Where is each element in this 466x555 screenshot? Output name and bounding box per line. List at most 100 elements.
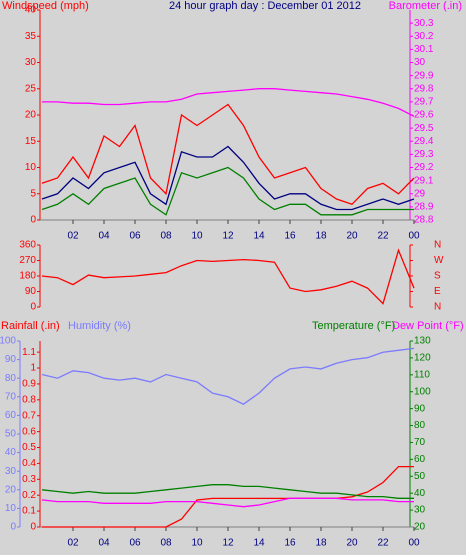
data-line (41, 145, 415, 211)
temperature-label: Temperature (°F) (312, 320, 395, 332)
x-tick-label: 08 (160, 231, 172, 242)
y-tick-label: 1.1 (22, 347, 36, 358)
y-tick-label: 0.9 (22, 379, 36, 390)
y-tick-label: 25 (25, 83, 37, 94)
x-tick-label: 14 (253, 231, 265, 242)
y-tick-label: 1 (30, 363, 36, 374)
x-tick-label: 16 (284, 231, 296, 242)
y-tick-label: 29.1 (414, 175, 434, 186)
y-tick-label: 100 (414, 386, 431, 397)
y-tick-label: 70 (5, 391, 17, 402)
y-tick-label: 29.5 (414, 123, 434, 134)
rainfall-label: Rainfall (.in) (1, 320, 60, 332)
y-tick-label: 0 (10, 522, 16, 533)
y-tick-label: 0.5 (22, 442, 36, 453)
x-tick-label: 22 (377, 538, 389, 549)
x-tick-label: 18 (315, 231, 327, 242)
y-tick-label: 0.1 (22, 506, 36, 517)
y-tick-label: 30 (414, 57, 426, 68)
y-tick-label: 0 (30, 522, 36, 533)
y-tick-label: 0 (30, 215, 36, 226)
x-tick-label: 10 (191, 538, 203, 549)
y-tick-label: 90 (25, 286, 37, 297)
y-tick-label: 270 (19, 255, 36, 266)
y-tick-label: 70 (414, 437, 426, 448)
x-tick-label: 14 (253, 538, 265, 549)
y-tick-label: 40 (414, 488, 426, 499)
y-tick-label: 90 (5, 354, 17, 365)
y-tick-label: 29.3 (414, 149, 434, 160)
y-tick-label: 360 (19, 240, 36, 251)
data-line (42, 88, 415, 117)
y-tick-label: 180 (19, 271, 36, 282)
y-tick-label: 0.7 (22, 410, 36, 421)
y-tick-label: 29.4 (414, 136, 434, 147)
y-tick-label: 0.6 (22, 426, 36, 437)
y-tick-label: 0.2 (22, 490, 36, 501)
y-tick-label: 60 (5, 410, 17, 421)
x-tick-label: 04 (98, 538, 110, 549)
chart-title: 24 hour graph day : December 01 2012 (169, 0, 361, 12)
y-tick-label: 20 (25, 110, 37, 121)
humidity-label: Humidity (%) (68, 320, 131, 332)
y-tick-label: 80 (414, 420, 426, 431)
x-tick-label: 08 (160, 538, 172, 549)
y-tick-label: 29.7 (414, 97, 434, 108)
y-tick-label: 60 (414, 454, 426, 465)
y-tick-label: 0.4 (22, 458, 36, 469)
y-tick-label: N (434, 240, 441, 251)
x-tick-label: 02 (67, 231, 79, 242)
dewpoint-label: Dew Point (°F) (392, 320, 464, 332)
data-line (42, 465, 414, 528)
y-tick-label: 30 (25, 57, 37, 68)
data-line (41, 103, 415, 206)
y-tick-label: 30.1 (414, 44, 434, 55)
y-tick-label: 40 (5, 447, 17, 458)
y-tick-label: 50 (414, 471, 426, 482)
y-tick-label: 29.2 (414, 162, 434, 173)
y-tick-label: 10 (25, 162, 37, 173)
y-tick-label: 130 (414, 336, 431, 347)
x-tick-label: 10 (191, 231, 203, 242)
y-tick-label: 29.6 (414, 110, 434, 121)
y-tick-label: 35 (25, 31, 37, 42)
x-tick-label: 12 (222, 231, 234, 242)
windspeed-label: Windspeed (mph) (2, 0, 89, 12)
data-line (41, 484, 414, 499)
y-tick-label: 100 (0, 336, 16, 347)
x-tick-label: 12 (222, 538, 234, 549)
y-tick-label: 0 (30, 302, 36, 313)
y-tick-label: 120 (414, 353, 431, 364)
y-tick-label: W (434, 255, 444, 266)
x-tick-label: 18 (315, 538, 327, 549)
x-tick-label: 00 (408, 538, 420, 549)
y-tick-label: 28.8 (414, 215, 434, 226)
y-tick-label: 20 (5, 484, 17, 495)
y-tick-label: S (434, 271, 441, 282)
y-tick-label: 110 (414, 369, 430, 380)
y-tick-label: 0.3 (22, 474, 36, 485)
y-tick-label: 30 (5, 466, 17, 477)
data-line (41, 497, 414, 508)
x-tick-label: 20 (346, 231, 358, 242)
y-tick-label: 40 (25, 5, 37, 16)
x-tick-label: 06 (129, 538, 141, 549)
y-tick-label: 28.9 (414, 202, 434, 213)
y-tick-label: 29.9 (414, 70, 434, 81)
x-tick-label: 04 (98, 231, 110, 242)
y-tick-label: 10 (5, 503, 17, 514)
data-line (41, 166, 414, 216)
y-tick-label: 0.8 (22, 394, 36, 405)
y-tick-label: 50 (5, 429, 17, 440)
y-tick-label: E (434, 286, 441, 297)
x-tick-label: 16 (284, 538, 296, 549)
y-tick-label: 29.8 (414, 83, 434, 94)
y-tick-label: 5 (30, 188, 36, 199)
y-tick-label: 29 (414, 188, 426, 199)
y-tick-label: 30.2 (414, 31, 434, 42)
y-tick-label: 30 (414, 505, 426, 516)
x-tick-label: 02 (67, 538, 79, 549)
y-tick-label: 80 (5, 373, 17, 384)
barometer-label: Barometer (.in) (389, 0, 462, 12)
